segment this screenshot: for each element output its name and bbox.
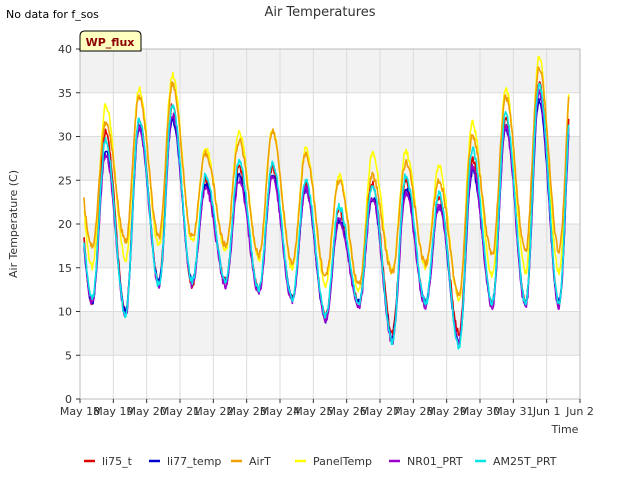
y-tick-label: 10 bbox=[58, 306, 72, 319]
series-lines bbox=[83, 55, 570, 350]
x-tick-label: May 19 bbox=[93, 405, 133, 418]
background-band bbox=[80, 311, 580, 356]
y-tick-label: 15 bbox=[58, 262, 72, 275]
legend: li75_t li77_temp AirT PanelTemp NR01_PRT AM25… bbox=[84, 455, 557, 468]
y-tick-label: 30 bbox=[58, 131, 72, 144]
chart-title: Air Temperatures bbox=[264, 5, 375, 20]
badge-box bbox=[79, 30, 142, 52]
x-tick-label: May 21 bbox=[160, 405, 200, 418]
y-axis-ticks: 0 5 10 15 20 25 30 35 40 bbox=[58, 43, 80, 406]
wp-flux-badge: WP_flux bbox=[79, 30, 142, 52]
y-axis-label: Air Temperature (C) bbox=[7, 170, 20, 278]
x-tick-label: May 29 bbox=[427, 405, 467, 418]
x-tick-label: May 31 bbox=[493, 405, 533, 418]
y-tick-label: 0 bbox=[65, 393, 72, 406]
x-tick-label: May 22 bbox=[193, 405, 233, 418]
x-tick-label: Jun 1 bbox=[532, 405, 561, 418]
x-axis-label: Time bbox=[551, 423, 579, 436]
x-tick-label: May 20 bbox=[127, 405, 167, 418]
x-tick-label: May 30 bbox=[460, 405, 500, 418]
x-tick-label: May 26 bbox=[327, 405, 367, 418]
legend-label-li75-t: li75_t bbox=[102, 455, 133, 468]
legend-label-am25t-prt: AM25T_PRT bbox=[493, 455, 557, 468]
x-tick-label: May 23 bbox=[227, 405, 267, 418]
x-tick-label: Jun 2 bbox=[565, 405, 594, 418]
series-line-li75-t bbox=[83, 81, 570, 337]
background-band bbox=[80, 136, 580, 181]
y-tick-label: 25 bbox=[58, 174, 72, 187]
y-tick-label: 35 bbox=[58, 87, 72, 100]
y-tick-label: 40 bbox=[58, 43, 72, 56]
legend-label-airt: AirT bbox=[249, 455, 271, 468]
x-tick-label: May 28 bbox=[393, 405, 433, 418]
x-tick-label: May 18 bbox=[60, 405, 100, 418]
x-tick-label: May 24 bbox=[260, 405, 300, 418]
x-tick-label: May 25 bbox=[293, 405, 333, 418]
no-data-note: No data for f_sos bbox=[6, 8, 99, 21]
y-tick-label: 5 bbox=[65, 349, 72, 362]
x-tick-label: May 27 bbox=[360, 405, 400, 418]
series-line-airt bbox=[83, 66, 570, 297]
legend-label-li77-temp: li77_temp bbox=[167, 455, 221, 468]
y-tick-label: 20 bbox=[58, 218, 72, 231]
legend-label-nr01-prt: NR01_PRT bbox=[407, 455, 463, 468]
legend-label-paneltemp: PanelTemp bbox=[313, 455, 372, 468]
badge-label: WP_flux bbox=[86, 36, 135, 49]
background-band bbox=[80, 49, 580, 93]
series-line-am25t-prt bbox=[83, 82, 570, 350]
